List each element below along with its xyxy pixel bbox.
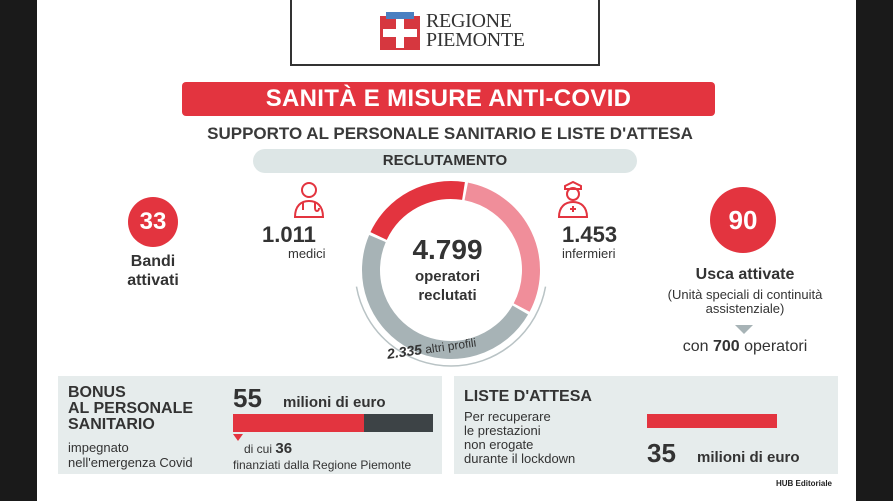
liste-bar <box>647 414 777 428</box>
ring-segment-infermieri <box>464 182 540 312</box>
usca-ops-prefix: con <box>682 338 709 355</box>
bandi-label-line2: attivati <box>127 272 179 289</box>
bonus-title: BONUS AL PERSONALE SANITARIO <box>68 385 193 433</box>
header-tab <box>290 0 600 66</box>
bonus-title-line2: AL PERSONALE <box>68 400 194 417</box>
section-heading: RECLUTAMENTO <box>253 149 637 173</box>
bonus-amount: 55 <box>233 383 262 413</box>
regione-text: REGIONE <box>426 10 512 32</box>
total-operators-value: 4.799 <box>412 234 483 265</box>
bonus-bar <box>233 414 433 432</box>
bonus-title-line1: BONUS <box>68 384 126 401</box>
subtitle: SUPPORTO AL PERSONALE SANITARIO E LISTE … <box>207 124 693 143</box>
bonus-part-amount: 36 <box>275 440 293 457</box>
total-operators-label-line2: reclutati <box>418 287 477 304</box>
piemonte-text: PIEMONTE <box>426 29 525 51</box>
liste-description-line4: durante il lockdown <box>464 451 576 466</box>
regione-logo: REGIONE PIEMONTE <box>380 11 525 52</box>
nurse-icon <box>557 180 589 218</box>
bandi-label-line1: Bandi <box>130 253 176 270</box>
piemonte-shield-icon <box>380 12 420 50</box>
liste-amount: 35 <box>647 438 676 468</box>
bonus-title-line3: SANITARIO <box>68 416 155 433</box>
bonus-description-line2: nell'emergenza Covid <box>68 455 193 470</box>
liste-description-line3: non erogate <box>464 437 534 452</box>
liste-description-line2: le prestazioni <box>464 423 541 438</box>
bonus-part: di cui 36 <box>244 440 292 457</box>
liste-description: Per recuperare le prestazioni non erogat… <box>464 410 575 466</box>
usca-ops-suffix: operatori <box>744 338 808 355</box>
bonus-description: impegnato nell'emergenza Covid <box>68 440 193 470</box>
pointer-down-icon <box>735 325 753 334</box>
medici-label: medici <box>288 246 326 261</box>
total-operators-label-line1: operatori <box>414 268 480 285</box>
bandi-count-badge: 33 <box>128 197 178 247</box>
usca-description-line1: (Unità speciali di continuità <box>667 287 823 302</box>
bandi-label: Bandi attivati <box>108 252 198 290</box>
infermieri-label: infermieri <box>562 246 616 261</box>
liste-description-line1: Per recuperare <box>464 409 551 424</box>
recruitment-ring <box>355 181 547 367</box>
usca-description-line2: assistenziale) <box>705 301 785 316</box>
usca-description: (Unità speciali di continuità assistenzi… <box>630 288 860 316</box>
usca-ops-value: 700 <box>712 338 740 355</box>
bonus-part-description: finanziati dalla Regione Piemonte <box>233 458 412 472</box>
pointer-down-icon <box>233 434 243 441</box>
bonus-unit: milioni di euro <box>283 394 386 411</box>
usca-operators: con 700 operatori <box>640 338 850 356</box>
bonus-description-line1: impegnato <box>68 440 129 455</box>
ring-segment-altri <box>362 235 529 359</box>
ring-segments <box>355 181 547 367</box>
credit-label: HUB Editoriale <box>776 479 833 488</box>
usca-count-badge: 90 <box>710 187 776 253</box>
infermieri-value: 1.453 <box>562 222 618 247</box>
ring-segment-medici <box>370 181 465 241</box>
liste-title: LISTE D'ATTESA <box>464 388 592 405</box>
bonus-bar-fill <box>233 414 364 432</box>
ring-guide-arc <box>355 286 547 367</box>
usca-label: Usca attivate <box>695 266 795 283</box>
page-title: SANITÀ E MISURE ANTI-COVID <box>182 82 715 116</box>
regione-logo-text: REGIONE PIEMONTE <box>426 10 525 51</box>
doctor-icon <box>293 182 325 218</box>
liste-unit: milioni di euro <box>697 449 800 466</box>
medici-value: 1.011 <box>262 222 316 247</box>
bonus-part-prefix: di cui <box>244 442 273 456</box>
